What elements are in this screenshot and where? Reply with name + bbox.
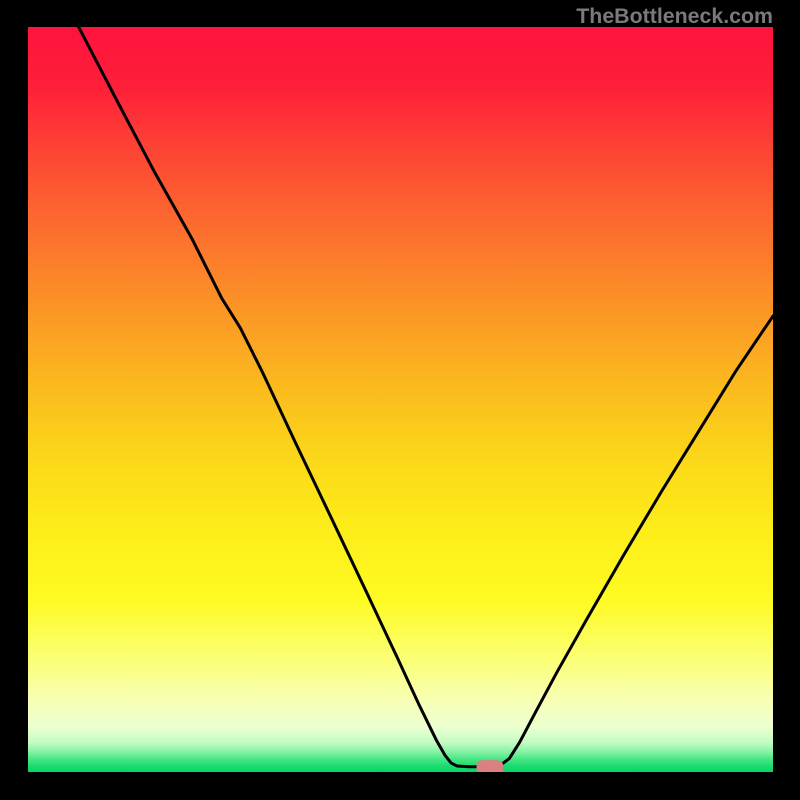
- watermark-label: TheBottleneck.com: [576, 4, 773, 29]
- bottleneck-curve: [79, 27, 773, 767]
- plot-area: [28, 27, 773, 772]
- minimum-marker: [476, 760, 503, 772]
- chart-overlay: [28, 27, 773, 772]
- chart-canvas: TheBottleneck.com: [0, 0, 800, 800]
